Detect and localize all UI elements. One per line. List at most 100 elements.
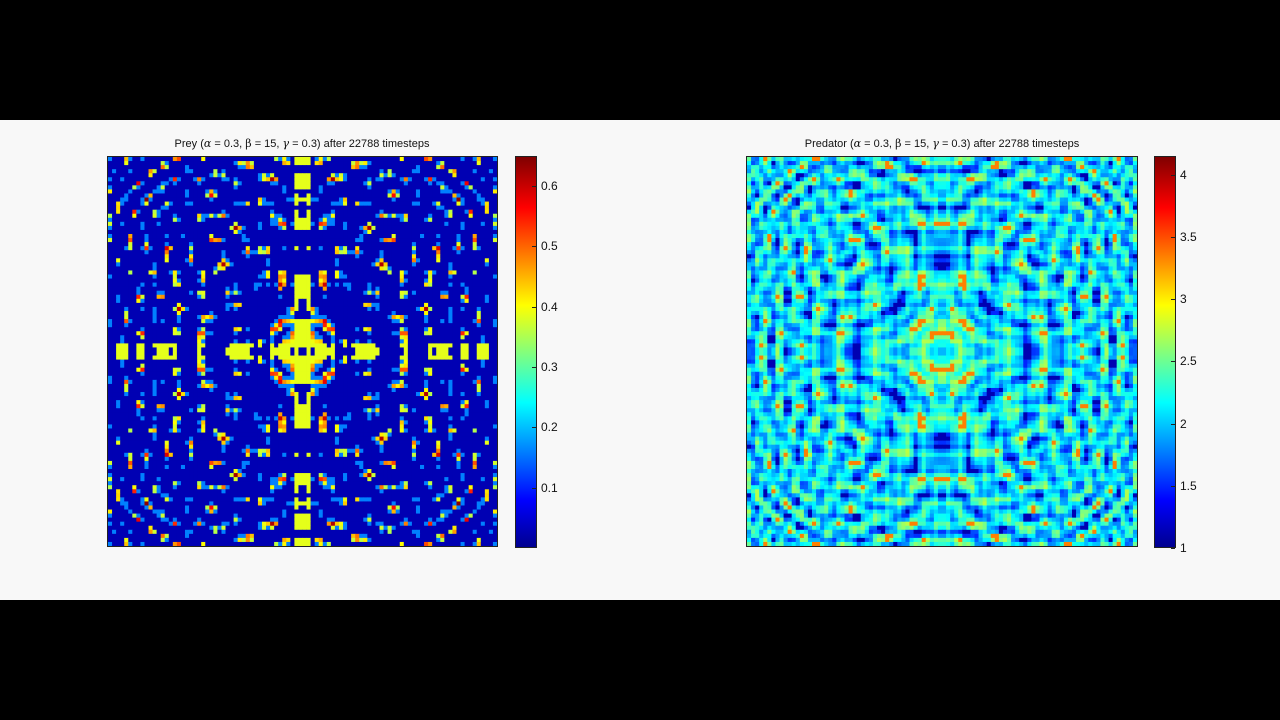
heatmap-cell <box>436 351 441 356</box>
heatmap-cell <box>436 213 441 219</box>
heatmap-cell <box>420 347 425 352</box>
heatmap-cell <box>172 339 178 344</box>
heatmap-cell <box>282 319 287 324</box>
heatmap-cell <box>379 339 384 344</box>
heatmap-cell <box>225 221 230 227</box>
heatmap-cell <box>229 254 235 259</box>
heatmap-cell <box>193 238 198 243</box>
heatmap-cell <box>363 302 368 308</box>
heatmap-cell <box>347 270 352 275</box>
heatmap-cell <box>415 193 421 198</box>
heatmap-cell <box>249 205 255 211</box>
heatmap-cell <box>359 315 364 320</box>
heatmap-cell <box>355 181 360 186</box>
heatmap-cell <box>144 359 149 365</box>
heatmap-cell <box>468 351 474 356</box>
heatmap-cell <box>209 270 214 275</box>
heatmap-cell <box>302 181 307 186</box>
heatmap-cell <box>156 258 162 263</box>
heatmap-cell <box>294 181 299 186</box>
heatmap-cell <box>294 298 299 304</box>
heatmap-cell <box>197 274 202 279</box>
heatmap-cell <box>391 238 397 243</box>
heatmap-cell <box>411 343 417 348</box>
heatmap-cell <box>395 193 401 198</box>
heatmap-cell <box>391 165 397 170</box>
heatmap-cell <box>492 189 497 194</box>
heatmap-cell <box>245 339 251 344</box>
heatmap-cell <box>278 161 283 166</box>
heatmap-cell <box>294 306 299 312</box>
heatmap-cell <box>310 294 316 300</box>
heatmap-cell <box>108 161 113 166</box>
heatmap-cell <box>144 233 149 239</box>
heatmap-cell <box>371 278 376 284</box>
heatmap-cell <box>448 319 453 324</box>
heatmap-cell <box>359 242 364 247</box>
heatmap-cell <box>108 177 113 182</box>
heatmap-cell <box>338 339 344 344</box>
heatmap-cell <box>205 270 210 275</box>
heatmap-cell <box>371 185 376 190</box>
heatmap-cell <box>468 201 474 207</box>
heatmap-cell <box>274 339 279 344</box>
heatmap-cell <box>387 185 393 190</box>
heatmap-cell <box>164 177 170 182</box>
heatmap-cell <box>432 355 437 360</box>
heatmap-cell <box>480 213 486 219</box>
heatmap-cell <box>302 347 307 352</box>
heatmap-cell <box>460 351 465 356</box>
heatmap-cell <box>403 302 409 308</box>
heatmap-cell <box>298 165 303 170</box>
heatmap-cell <box>488 355 494 360</box>
heatmap-cell <box>156 327 162 332</box>
heatmap-cell <box>213 181 218 186</box>
heatmap-cell <box>444 254 449 259</box>
heatmap-cell <box>383 302 388 308</box>
heatmap-cell <box>286 213 291 219</box>
heatmap-cell <box>306 319 311 324</box>
heatmap-cell <box>209 262 214 267</box>
heatmap-cell <box>266 351 271 356</box>
heatmap-cell <box>108 319 113 324</box>
heatmap-cell <box>306 315 311 320</box>
heatmap-cell <box>399 157 405 162</box>
heatmap-cell <box>448 258 453 263</box>
heatmap-cell <box>488 343 494 348</box>
heatmap-cell <box>249 347 255 352</box>
heatmap-cell <box>253 339 259 344</box>
heatmap-cell <box>116 233 121 239</box>
heatmap-cell <box>334 197 340 202</box>
heatmap-cell <box>120 238 125 243</box>
heatmap-cell <box>116 327 121 332</box>
heatmap-cell <box>395 197 401 202</box>
heatmap-cell <box>468 355 474 360</box>
heatmap-cell <box>322 250 328 255</box>
heatmap-cell <box>229 347 235 352</box>
heatmap-cell <box>209 274 214 279</box>
heatmap-cell <box>488 217 494 223</box>
heatmap-cell <box>492 221 497 227</box>
heatmap-cell <box>395 262 401 267</box>
heatmap-cell <box>407 229 413 235</box>
heatmap-cell <box>468 189 474 194</box>
heatmap-cell <box>326 229 332 235</box>
heatmap-cell <box>168 205 174 211</box>
heatmap-cell <box>436 165 441 170</box>
heatmap-cell <box>249 323 255 328</box>
heatmap-cell <box>363 262 368 267</box>
heatmap-cell <box>290 229 295 235</box>
heatmap-cell <box>407 217 413 223</box>
heatmap-cell <box>112 290 117 296</box>
heatmap-cell <box>338 274 344 279</box>
heatmap-cell <box>359 331 364 336</box>
heatmap-cell <box>411 201 417 207</box>
heatmap-cell <box>112 302 117 308</box>
heatmap-cell <box>128 278 133 284</box>
heatmap-cell <box>359 278 364 284</box>
heatmap-cell <box>116 298 121 304</box>
heatmap-cell <box>261 347 267 352</box>
heatmap-cell <box>148 229 153 235</box>
heatmap-cell <box>189 351 194 356</box>
heatmap-cell <box>132 193 137 198</box>
